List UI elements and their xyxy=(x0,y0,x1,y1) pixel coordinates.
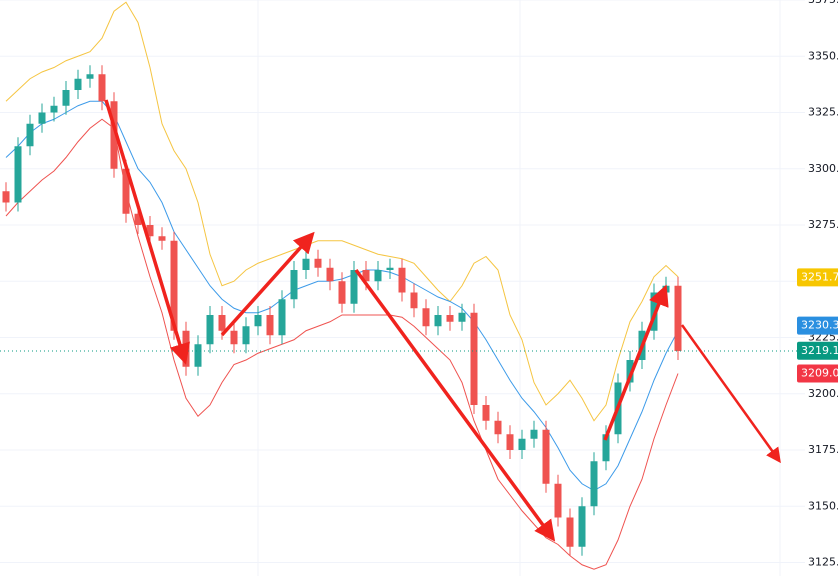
candle-body xyxy=(134,213,142,225)
candle-body xyxy=(86,74,94,79)
arrow xyxy=(104,99,190,365)
candle-body xyxy=(50,105,58,113)
y-tick-label: 3125.0 xyxy=(808,556,838,569)
candle-body xyxy=(122,168,130,214)
band-line xyxy=(5,118,679,570)
price-badge xyxy=(797,316,838,335)
candle-body xyxy=(242,326,250,345)
candle-body xyxy=(362,270,370,282)
candle-body xyxy=(674,285,682,351)
candle-body xyxy=(590,461,598,507)
candle-body xyxy=(206,315,214,345)
candle-body xyxy=(410,292,418,309)
candle-body xyxy=(230,330,238,345)
candle-body xyxy=(518,438,526,450)
candle-body xyxy=(578,506,586,547)
candle-body xyxy=(194,344,202,367)
candle-body xyxy=(494,420,502,435)
candle-body xyxy=(278,299,286,336)
candle-body xyxy=(554,483,562,518)
candle-body xyxy=(374,270,382,282)
candle-body xyxy=(446,315,454,322)
candle-body xyxy=(98,74,106,102)
price-badge xyxy=(797,268,838,287)
candle-body xyxy=(290,270,298,300)
candle-body xyxy=(266,315,274,336)
y-tick-label: 3325.0 xyxy=(808,106,838,119)
y-tick-label: 3375.0 xyxy=(808,0,838,6)
candle-body xyxy=(602,434,610,462)
y-tick-label: 3150.0 xyxy=(808,499,838,512)
price-badge-label: 3251.7 xyxy=(801,270,838,283)
candle-body xyxy=(218,315,226,331)
candle-body xyxy=(542,429,550,484)
price-badge-label: 3230.3 xyxy=(801,319,838,332)
candle-body xyxy=(146,225,154,237)
candle-body xyxy=(398,267,406,293)
candle-body xyxy=(506,434,514,450)
candles xyxy=(0,65,805,556)
arrow xyxy=(603,284,669,441)
candle-body xyxy=(626,360,634,383)
candle-body xyxy=(302,258,310,270)
candle-body xyxy=(326,267,334,282)
candle-body xyxy=(530,429,538,439)
candle-body xyxy=(386,267,394,270)
candle-body xyxy=(434,315,442,327)
candle-body xyxy=(170,240,178,331)
candle-body xyxy=(158,236,166,241)
y-tick-label: 3275.0 xyxy=(808,218,838,231)
candle-body xyxy=(482,405,490,421)
candle-body xyxy=(14,146,22,203)
candle-body xyxy=(566,517,574,547)
price-badge-label: 3209.0 xyxy=(801,367,838,380)
candle-body xyxy=(422,308,430,327)
y-tick-label: 3300.0 xyxy=(808,162,838,175)
band-line xyxy=(5,1,679,422)
time-grid xyxy=(257,0,781,576)
y-tick-label: 3175.0 xyxy=(808,443,838,456)
arrow xyxy=(680,324,781,464)
candle-body xyxy=(314,258,322,268)
price-badge xyxy=(797,364,838,383)
price-badge-label: 3219.1 xyxy=(801,344,838,357)
candle-body xyxy=(2,191,10,203)
y-tick-label: 3200.0 xyxy=(808,387,838,400)
annotation-arrows xyxy=(104,99,781,542)
axis-background xyxy=(805,0,838,576)
candle-body xyxy=(38,112,46,124)
candle-body xyxy=(182,330,190,367)
candle-body xyxy=(74,78,82,90)
candle-body xyxy=(254,315,262,327)
candle-body xyxy=(62,90,70,106)
price-badge xyxy=(797,341,838,360)
price-axis: 3125.03150.03175.03200.03225.03250.03275… xyxy=(797,0,838,576)
candle-body xyxy=(338,281,346,304)
arrow xyxy=(354,268,556,542)
arrow xyxy=(220,231,315,337)
candle-body xyxy=(470,312,478,405)
candle-body xyxy=(110,101,118,169)
candle-body xyxy=(26,123,34,147)
y-tick-label: 3350.0 xyxy=(808,49,838,62)
candle-body xyxy=(458,312,466,322)
candle-body xyxy=(350,270,358,304)
